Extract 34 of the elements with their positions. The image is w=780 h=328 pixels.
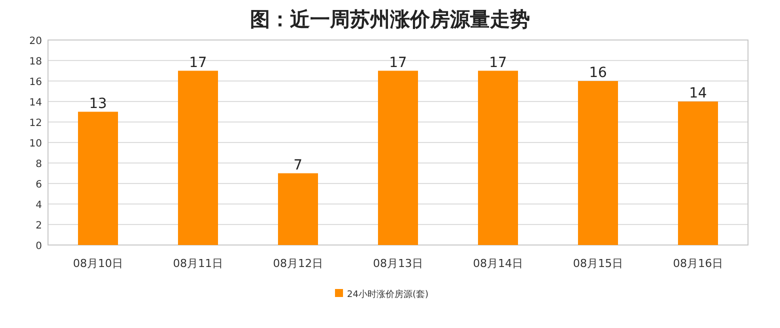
bar — [478, 70, 518, 245]
y-tick-label: 16 — [29, 77, 42, 88]
y-tick-label: 4 — [36, 200, 42, 211]
bar — [278, 173, 318, 245]
data-label: 17 — [189, 54, 207, 71]
y-tick-label: 12 — [29, 118, 42, 129]
x-tick-label: 08月15日 — [573, 257, 623, 270]
y-tick-label: 2 — [36, 220, 42, 232]
x-tick-label: 08月16日 — [673, 257, 723, 270]
data-label: 14 — [689, 86, 707, 102]
data-label: 13 — [89, 96, 107, 112]
bar — [678, 102, 718, 245]
y-tick-label: 8 — [36, 159, 42, 170]
data-label: 17 — [489, 54, 507, 71]
y-tick-label: 18 — [29, 56, 42, 68]
data-label: 7 — [294, 157, 302, 174]
data-label: 16 — [589, 65, 607, 81]
bar — [78, 112, 118, 245]
bar — [578, 81, 618, 245]
bar — [378, 70, 418, 245]
y-tick-label: 20 — [29, 36, 42, 47]
y-tick-label: 6 — [36, 180, 42, 190]
y-tick-label: 10 — [29, 138, 42, 150]
y-tick-label: 14 — [29, 98, 42, 108]
y-tick-label: 0 — [36, 241, 42, 252]
x-tick-label: 08月13日 — [373, 257, 423, 270]
x-tick-label: 08月11日 — [173, 257, 223, 270]
x-tick-label: 08月12日 — [273, 257, 323, 270]
data-label: 17 — [389, 54, 407, 71]
legend-label: 24小时涨价房源(套) — [347, 289, 428, 300]
x-tick-label: 08月10日 — [73, 257, 123, 270]
chart-title: 图：近一周苏州涨价房源量走势 — [250, 7, 530, 31]
bar — [178, 70, 218, 245]
x-tick-label: 08月14日 — [473, 257, 523, 270]
